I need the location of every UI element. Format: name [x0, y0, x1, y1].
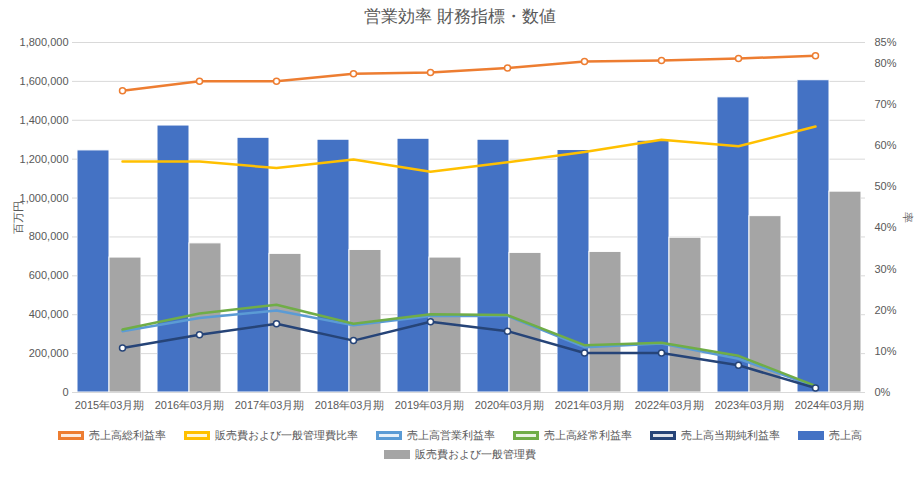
svg-text:600,000: 600,000: [29, 269, 69, 281]
svg-text:2021年03月期: 2021年03月期: [555, 399, 625, 411]
html-text:売上高当期純利益率: 売上高当期純利益率: [681, 429, 780, 441]
svg-text:1,400,000: 1,400,000: [20, 114, 69, 126]
svg-text:80%: 80%: [875, 57, 897, 69]
svg-text:1,200,000: 1,200,000: [20, 153, 69, 165]
svg-text:2016年03月期: 2016年03月期: [155, 399, 225, 411]
html-text:売上高総利益率: 売上高総利益率: [89, 429, 166, 441]
svg-text:1,000,000: 1,000,000: [20, 192, 69, 204]
svg-text:800,000: 800,000: [29, 230, 69, 242]
html-text:販売費および一般管理費比率: 販売費および一般管理費比率: [215, 429, 358, 441]
svg-text:2023年03月期: 2023年03月期: [715, 399, 785, 411]
svg-text:20%: 20%: [875, 304, 897, 316]
svg-text:0%: 0%: [875, 386, 891, 398]
svg-text:2019年03月期: 2019年03月期: [395, 399, 465, 411]
svg-text:2015年03月期: 2015年03月期: [75, 399, 145, 411]
html-text:百万円: 百万円: [12, 200, 24, 234]
svg-text:2018年03月期: 2018年03月期: [315, 399, 385, 411]
svg-text:85%: 85%: [875, 36, 897, 48]
svg-text:200,000: 200,000: [29, 347, 69, 359]
html-text:販売費および一般管理費: 販売費および一般管理費: [415, 448, 536, 460]
svg-text:1,800,000: 1,800,000: [20, 36, 69, 48]
html-text:営業効率 財務指標・数値: 営業効率 財務指標・数値: [364, 7, 556, 26]
svg-text:2024年03月期: 2024年03月期: [795, 399, 865, 411]
html-text:売上高経常利益率: 売上高経常利益率: [544, 429, 632, 441]
svg-text:30%: 30%: [875, 262, 897, 274]
html-text:率: 率: [902, 211, 914, 223]
html-text:売上高: 売上高: [829, 429, 862, 441]
svg-text:2017年03月期: 2017年03月期: [235, 399, 305, 411]
svg-text:50%: 50%: [875, 180, 897, 192]
svg-text:1,600,000: 1,600,000: [20, 75, 69, 87]
svg-text:0: 0: [62, 386, 68, 398]
svg-text:60%: 60%: [875, 139, 897, 151]
svg-text:2022年03月期: 2022年03月期: [635, 399, 705, 411]
svg-text:400,000: 400,000: [29, 308, 69, 320]
html-text:売上高営業利益率: 売上高営業利益率: [407, 429, 495, 441]
svg-text:70%: 70%: [875, 98, 897, 110]
svg-text:40%: 40%: [875, 221, 897, 233]
svg-text:2020年03月期: 2020年03月期: [475, 399, 545, 411]
svg-text:10%: 10%: [875, 345, 897, 357]
